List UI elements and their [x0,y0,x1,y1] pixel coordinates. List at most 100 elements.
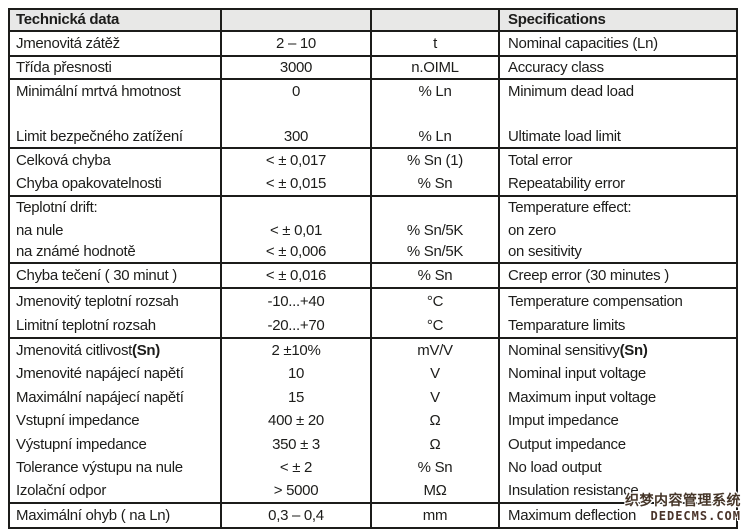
table-row: na známé hodnotě < ± 0,006 % Sn/5K on se… [10,242,736,264]
czech-label: Jmenovité napájecí napětí [10,362,222,386]
czech-label: Maximální napájecí napětí [10,386,222,409]
table-row: Jmenovitá zátěž 2 – 10 t Nominal capacit… [10,32,736,57]
value-cell: < ± 0,016 [222,264,372,287]
table-row: Jmenovité napájecí napětí 10 V Nominal i… [10,362,736,386]
unit-cell: % Sn [372,456,500,480]
unit-cell: % Sn/5K [372,242,500,262]
table-row: Třída přesnosti 3000 n.OIML Accuracy cla… [10,57,736,80]
value-cell: < ± 2 [222,456,372,480]
table-row: Výstupní impedance 350 ± 3 Ω Output impe… [10,433,736,456]
table-row: Maximální ohyb ( na Ln) 0,3 – 0,4 mm Max… [10,504,736,527]
unit-cell: V [372,386,500,409]
unit-cell: % Ln [372,126,500,147]
table-row: Chyba opakovatelnosti < ± 0,015 % Sn Rep… [10,173,736,197]
czech-label-bold: (Sn) [132,341,160,359]
value-cell: 2 – 10 [222,32,372,55]
english-label: Nominal input voltage [508,365,646,383]
czech-label: Výstupní impedance [10,433,222,456]
value-cell: 0,3 – 0,4 [222,504,372,527]
english-label: Temperature effect: [508,199,632,217]
value-cell: 350 ± 3 [222,433,372,456]
table-row: Jmenovitý teplotní rozsah -10...+40 °C T… [10,289,736,314]
english-label: Accuracy class [508,58,604,76]
czech-label: Limitní teplotní rozsah [10,314,222,337]
header-czech: Technická data [10,10,222,30]
czech-label: Jmenovitý teplotní rozsah [10,289,222,314]
value-cell: < ± 0,017 [222,149,372,173]
unit-cell: n.OIML [372,57,500,78]
czech-label [10,103,222,126]
czech-label: Maximální ohyb ( na Ln) [10,504,222,527]
english-label: Creep error (30 minutes ) [508,266,669,284]
table-row-blank [10,103,736,126]
value-cell: < ± 0,01 [222,219,372,242]
header-value [222,10,372,30]
unit-cell: % Sn [372,173,500,195]
unit-cell: mm [372,504,500,527]
czech-label: Chyba tečení ( 30 minut ) [10,264,222,287]
table-row: Izolační odpor > 5000 MΩ Insulation resi… [10,480,736,504]
value-cell: 0 [222,80,372,103]
unit-cell: t [372,32,500,55]
table-row: Teplotní drift: Temperature effect: [10,197,736,219]
unit-cell: mV/V [372,339,500,362]
table-row: Celková chyba < ± 0,017 % Sn (1) Total e… [10,149,736,173]
unit-cell: °C [372,314,500,337]
english-label-text: Nominal sensitivy [508,341,620,359]
english-label: on sesitivity [508,243,582,261]
value-cell: -10...+40 [222,289,372,314]
unit-cell: % Sn [372,264,500,287]
table-header-row: Technická data Specifications [10,10,736,32]
english-label: Imput impedance [508,412,619,430]
table-row: Limitní teplotní rozsah -20...+70 °C Tem… [10,314,736,339]
english-label: No load output [508,459,602,477]
english-label: on zero [508,221,556,239]
value-cell: 400 ± 20 [222,409,372,433]
unit-cell: % Sn (1) [372,149,500,173]
czech-label: na nule [10,219,222,242]
value-cell: < ± 0,006 [222,242,372,262]
unit-cell: °C [372,289,500,314]
value-cell: 300 [222,126,372,147]
czech-label: Izolační odpor [10,480,222,502]
value-cell: -20...+70 [222,314,372,337]
english-label: Output impedance [508,435,626,453]
unit-cell: V [372,362,500,386]
english-label: Ultimate load limit [508,127,621,145]
value-cell [222,103,372,126]
czech-label: Celková chyba [10,149,222,173]
english-label: Total error [508,152,573,170]
specifications-table: Technická data Specifications Jmenovitá … [8,8,738,529]
czech-label: Jmenovitá zátěž [10,32,222,55]
header-unit [372,10,500,30]
table-row: Jmenovitá citlivost (Sn) 2 ±10% mV/V Nom… [10,339,736,362]
unit-cell: % Ln [372,80,500,103]
english-label: Repeatability error [508,175,625,193]
unit-cell: Ω [372,433,500,456]
value-cell: < ± 0,015 [222,173,372,195]
english-label: Insulation resistance [508,482,639,500]
english-label: Maximum deflection [508,506,636,524]
value-cell [222,197,372,219]
value-cell: 2 ±10% [222,339,372,362]
unit-cell: MΩ [372,480,500,502]
english-label: Nominal sensitivy (Sn) [500,339,736,362]
czech-label: Limit bezpečného zatížení [10,126,222,147]
czech-label: Třída přesnosti [10,57,222,78]
english-label [500,103,736,126]
czech-label: na známé hodnotě [10,242,222,262]
english-label: Temperature compensation [508,292,683,310]
czech-label: Chyba opakovatelnosti [10,173,222,195]
value-cell: 3000 [222,57,372,78]
table-row: Limit bezpečného zatížení 300 % Ln Ultim… [10,126,736,149]
czech-label-text: Jmenovitá citlivost [16,341,133,359]
czech-label: Vstupní impedance [10,409,222,433]
table-row: Vstupní impedance 400 ± 20 Ω Imput imped… [10,409,736,433]
unit-cell [372,103,500,126]
unit-cell: Ω [372,409,500,433]
unit-cell [372,197,500,219]
english-label: Nominal capacities (Ln) [508,34,658,52]
english-label-bold: (Sn) [619,341,648,359]
czech-label: Jmenovitá citlivost (Sn) [10,339,222,362]
value-cell: > 5000 [222,480,372,502]
